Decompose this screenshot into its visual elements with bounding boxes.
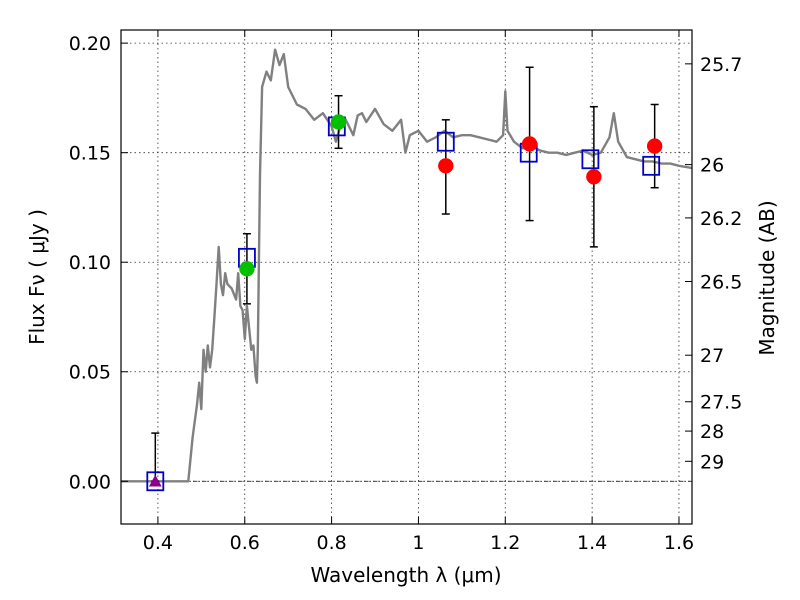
observed-point (330, 114, 347, 130)
axis-ticks: 0.4 0.6 0.8 1 1.2 1.4 1.6 0.00 0.05 0.10 0.15 0.20 2… (69, 30, 742, 554)
y-tick-label: 0.15 (69, 143, 111, 165)
magnitude-tick-label: 25.7 (700, 54, 742, 76)
x-tick-label: 1 (412, 532, 424, 554)
observed-point (521, 136, 538, 152)
y-axis-label: Flux Fν ( μJy ) (25, 209, 49, 345)
x-tick-label: 1.4 (577, 532, 607, 554)
observed-point (438, 158, 454, 174)
upper-limit-triangle (148, 474, 162, 487)
magnitude-tick-label: 27.5 (700, 392, 742, 414)
x-tick-label: 1.2 (490, 532, 520, 554)
model-photometry-square (436, 131, 455, 152)
magnitude-tick-label: 28 (700, 421, 724, 443)
magnitude-tick-label: 29 (700, 451, 724, 473)
grid (121, 30, 692, 524)
x-axis-label: Wavelength λ (μm) (310, 563, 501, 587)
magnitude-axis-label: Magnitude (AB) (755, 200, 779, 355)
x-tick-label: 1.6 (664, 532, 694, 554)
magnitude-tick-label: 26.2 (700, 208, 742, 230)
observed-point (586, 169, 602, 185)
model-photometry-square (642, 155, 661, 176)
observed-point (239, 261, 255, 277)
x-tick-label: 0.8 (316, 532, 346, 554)
magnitude-tick-label: 26 (700, 155, 724, 177)
model-photometry-square (146, 471, 165, 492)
magnitude-tick-label: 26.5 (700, 271, 742, 293)
observed-point (646, 138, 663, 154)
x-tick-label: 0.6 (230, 532, 260, 554)
y-tick-label: 0.05 (69, 362, 111, 384)
plot-data (121, 48, 693, 492)
model-photometry-square (581, 149, 600, 170)
y-tick-label: 0.10 (69, 252, 111, 274)
x-tick-label: 0.4 (143, 532, 173, 554)
plot-frame (120, 29, 693, 525)
y-tick-label: 0.00 (69, 471, 111, 493)
y-tick-label: 0.20 (69, 33, 111, 55)
magnitude-tick-label: 27 (700, 345, 724, 367)
